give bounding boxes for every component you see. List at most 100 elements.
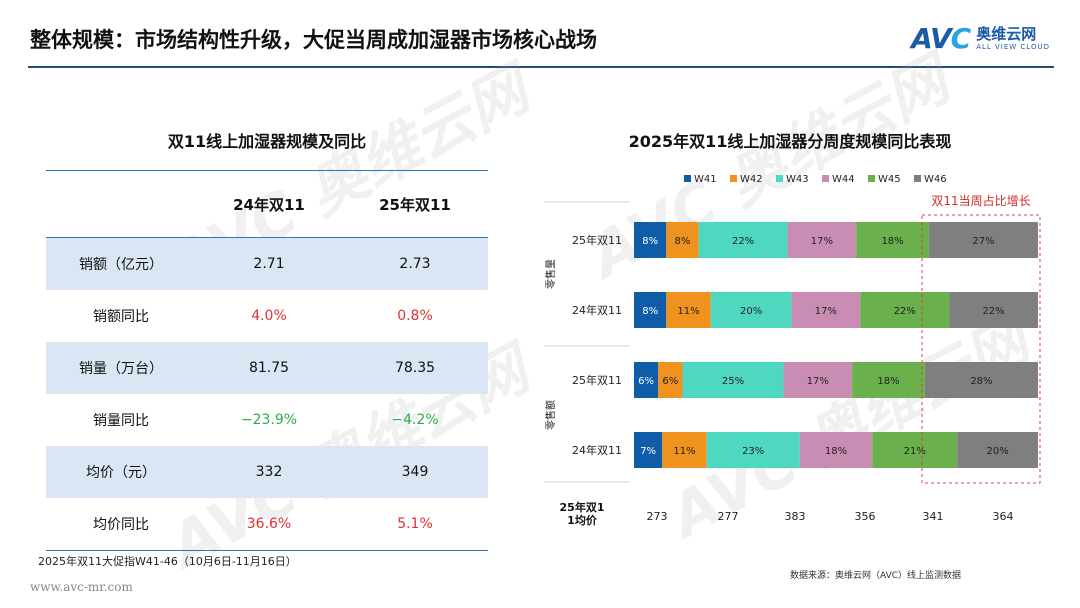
table-row: 均价（元） 332 349 bbox=[46, 446, 488, 498]
bar-value-label: 20% bbox=[986, 446, 1008, 457]
cell-25: 349 bbox=[342, 446, 488, 498]
legend-swatch-w46 bbox=[914, 175, 921, 182]
bar-value-label: 8% bbox=[642, 306, 658, 317]
bar-segment-w43 bbox=[706, 432, 800, 468]
bar-value-label: 11% bbox=[677, 306, 699, 317]
bar-segment-w43 bbox=[710, 292, 792, 328]
bar-segment-w42 bbox=[658, 362, 683, 398]
legend-label-w44: W44 bbox=[832, 174, 855, 185]
legend-swatch-w41 bbox=[684, 175, 691, 182]
table-row: 销额同比 4.0% 0.8% bbox=[46, 290, 488, 342]
row-label: 销额同比 bbox=[93, 309, 149, 325]
bar-value-label: 23% bbox=[742, 446, 764, 457]
legend-swatch-w42 bbox=[730, 175, 737, 182]
brand-logo: AVC 奥维云网 ALL VIEW CLOUD bbox=[911, 22, 1050, 55]
bar-segment-w43 bbox=[698, 222, 788, 258]
bar-value-label: 6% bbox=[638, 376, 654, 387]
bar-segment-w46 bbox=[924, 362, 1038, 398]
cell-25: 5.1% bbox=[342, 498, 488, 551]
bar-value-label: 18% bbox=[881, 236, 903, 247]
row-label: 均价（元） bbox=[46, 446, 196, 498]
avg-price-value: 341 bbox=[923, 510, 944, 523]
bar-segment-w43 bbox=[682, 362, 784, 398]
table-header-24: 24年双11 bbox=[196, 170, 342, 238]
avc-logo-mark: AVC bbox=[911, 22, 971, 55]
group-label: 零售量 bbox=[544, 259, 557, 289]
table-title: 双11线上加湿器规模及同比 bbox=[167, 132, 367, 151]
cell-24: 332 bbox=[196, 446, 342, 498]
bar-value-label: 22% bbox=[982, 306, 1004, 317]
bar-value-label: 21% bbox=[904, 446, 926, 457]
bar-segment-w44 bbox=[783, 362, 853, 398]
bar-segment-w44 bbox=[791, 292, 861, 328]
bar-segment-w41 bbox=[634, 432, 663, 468]
avg-price-value: 273 bbox=[647, 510, 668, 523]
table-row: 销额（亿元） 2.71 2.73 bbox=[46, 237, 488, 290]
bar-segment-w45 bbox=[860, 292, 950, 328]
table-header-25: 25年双11 bbox=[342, 170, 488, 238]
legend-label-w42: W42 bbox=[740, 174, 763, 185]
bar-category-label: 25年双11 bbox=[572, 373, 622, 387]
cell-25: −4.2% bbox=[391, 412, 439, 428]
bar-value-label: 20% bbox=[740, 306, 762, 317]
group-label: 零售额 bbox=[544, 400, 557, 430]
bar-value-label: 22% bbox=[894, 306, 916, 317]
table-row: 销量同比 −23.9% −4.2% bbox=[46, 394, 488, 446]
cell-24: 4.0% bbox=[251, 308, 287, 324]
cell-25: 0.8% bbox=[397, 308, 433, 324]
avg-price-value: 277 bbox=[718, 510, 739, 523]
legend-label-w46: W46 bbox=[924, 174, 947, 185]
page-title: 整体规模：市场结构性升级，大促当周成加湿器市场核心战场 bbox=[30, 28, 597, 52]
cell-24: 81.75 bbox=[196, 342, 342, 394]
bar-value-label: 17% bbox=[811, 236, 833, 247]
avg-price-value: 383 bbox=[785, 510, 806, 523]
brand-name-en: ALL VIEW CLOUD bbox=[976, 42, 1050, 51]
bar-value-label: 17% bbox=[815, 306, 837, 317]
bar-value-label: 27% bbox=[972, 236, 994, 247]
bar-segment-w46 bbox=[928, 222, 1038, 258]
data-source: 数据来源：奥维云网（AVC）线上监测数据 bbox=[790, 571, 962, 581]
bar-segment-w46 bbox=[949, 292, 1038, 328]
bar-segment-w41 bbox=[634, 292, 667, 328]
bar-value-label: 17% bbox=[807, 376, 829, 387]
cell-24: 2.71 bbox=[196, 237, 342, 290]
bar-segment-w44 bbox=[787, 222, 857, 258]
bar-category-label: 24年双11 bbox=[572, 443, 622, 457]
bar-segment-w45 bbox=[856, 222, 929, 258]
bar-segment-w41 bbox=[634, 222, 667, 258]
bar-category-label: 24年双11 bbox=[572, 303, 622, 317]
bar-value-label: 28% bbox=[970, 376, 992, 387]
legend-label-w43: W43 bbox=[786, 174, 809, 185]
bar-category-label: 25年双11 bbox=[572, 233, 622, 247]
legend-swatch-w43 bbox=[776, 175, 783, 182]
bar-value-label: 8% bbox=[642, 236, 658, 247]
bar-segment-w42 bbox=[666, 222, 699, 258]
cell-24: −23.9% bbox=[240, 412, 298, 428]
legend-swatch-w45 bbox=[868, 175, 875, 182]
bar-value-label: 11% bbox=[673, 446, 695, 457]
bar-value-label: 25% bbox=[722, 376, 744, 387]
bar-value-label: 18% bbox=[877, 376, 899, 387]
chart-title: 2025年双11线上加湿器分周度规模同比表现 bbox=[628, 132, 952, 151]
cell-25: 2.73 bbox=[342, 237, 488, 290]
avg-price-value: 356 bbox=[855, 510, 876, 523]
site-url: www.avc-mr.com bbox=[30, 580, 133, 594]
bar-segment-w42 bbox=[662, 432, 707, 468]
bar-segment-w42 bbox=[666, 292, 711, 328]
row-label: 销额（亿元） bbox=[46, 237, 196, 290]
footnote: 2025年双11大促指W41-46（10月6日-11月16日） bbox=[38, 555, 297, 568]
bar-segment-w46 bbox=[957, 432, 1038, 468]
row-label: 均价同比 bbox=[46, 498, 196, 551]
bar-segment-w45 bbox=[872, 432, 958, 468]
legend-swatch-w44 bbox=[822, 175, 829, 182]
bar-value-label: 7% bbox=[640, 446, 656, 457]
avg-price-value: 364 bbox=[993, 510, 1014, 523]
annotation-label: 双11当周占比增长 bbox=[931, 193, 1030, 208]
table-row: 均价同比 36.6% 5.1% bbox=[46, 498, 488, 551]
header-divider bbox=[28, 66, 1054, 68]
bar-segment-w41 bbox=[634, 362, 659, 398]
table-header-blank bbox=[46, 170, 196, 238]
bar-segment-w45 bbox=[852, 362, 925, 398]
stats-table: 24年双11 25年双11 销额（亿元） 2.71 2.73 销额同比 4.0% 0.8%… bbox=[46, 170, 488, 551]
legend-label-w45: W45 bbox=[878, 174, 901, 185]
